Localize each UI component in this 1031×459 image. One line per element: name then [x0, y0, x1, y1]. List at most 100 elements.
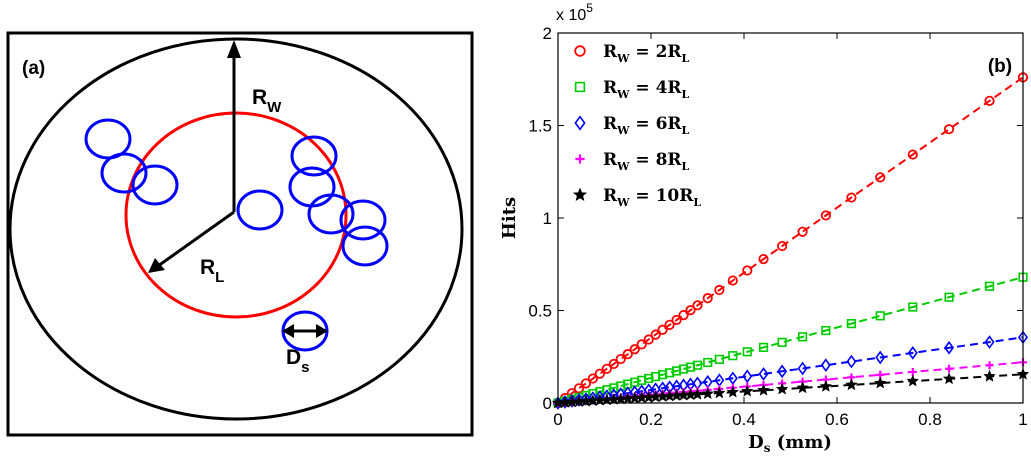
series-line	[557, 76, 1024, 404]
blue-circle	[100, 152, 148, 194]
y-tick-label: 1	[543, 209, 552, 228]
panel-a-frame	[6, 31, 474, 437]
data-point	[821, 325, 831, 336]
data-point	[601, 363, 612, 374]
data-point	[945, 364, 954, 373]
legend-marker	[575, 154, 585, 164]
data-point	[703, 357, 713, 368]
outer-circle	[8, 37, 464, 421]
data-point	[643, 334, 654, 345]
y-tick-label: 0.5	[528, 302, 552, 321]
data-point	[650, 329, 661, 340]
data-point	[944, 340, 955, 355]
blue-circle	[131, 164, 179, 206]
y-axis-label: Hits	[499, 197, 520, 239]
data-point	[657, 324, 668, 335]
ds-arrowhead-right	[316, 324, 328, 338]
data-point	[875, 311, 885, 321]
data-point	[873, 376, 887, 389]
data-point	[777, 364, 788, 379]
data-point	[712, 386, 726, 399]
data-point	[907, 346, 918, 360]
data-point	[587, 373, 598, 384]
blue-circle	[236, 189, 284, 231]
data-point	[692, 360, 703, 370]
data-point	[742, 369, 753, 384]
data-point	[701, 387, 715, 400]
data-point	[702, 293, 713, 304]
data-point	[742, 347, 752, 357]
data-point	[714, 284, 725, 296]
y-tick-label: 0	[543, 394, 552, 413]
data-point	[908, 302, 918, 312]
data-point	[742, 265, 753, 276]
data-point	[629, 344, 640, 355]
data-point	[664, 319, 675, 330]
x-tick-label: 0.2	[639, 410, 663, 429]
rl-arrowhead	[148, 258, 165, 273]
legend-label: RW = 8RL	[603, 150, 690, 173]
data-point	[944, 292, 954, 302]
x-axis-label: Ds (mm)	[748, 432, 832, 455]
axis-ticks: 0 0.2 0.4 0.6 0.8 1 0 0.5 1 1.5 2	[528, 24, 1027, 429]
legend-marker	[574, 115, 586, 131]
data-point	[943, 124, 955, 135]
y-tick-label: 2	[543, 24, 552, 43]
panel-a-label: (a)	[22, 58, 45, 79]
data-point	[796, 381, 809, 394]
data-point	[685, 305, 696, 316]
x-tick-label: 0.6	[825, 410, 849, 429]
data-point	[608, 358, 619, 370]
data-point	[727, 275, 738, 286]
data-point	[819, 379, 833, 392]
rw-arrowhead	[227, 40, 241, 58]
data-point	[907, 149, 918, 160]
data-point	[846, 319, 857, 329]
plot-marks	[551, 72, 1030, 410]
data-point	[757, 383, 770, 396]
y-multiplier: x 105	[556, 1, 593, 24]
data-point	[671, 314, 682, 326]
data-point	[797, 226, 808, 237]
data-point	[714, 354, 724, 364]
blue-circle	[290, 135, 338, 177]
data-point	[580, 378, 592, 389]
data-point	[726, 385, 740, 398]
data-point	[758, 342, 769, 352]
blue-circle	[307, 193, 355, 235]
series-line	[557, 276, 1024, 404]
legend-label: RW = 4RL	[603, 78, 690, 101]
ds-arrowhead-left	[282, 324, 294, 338]
data-point	[615, 353, 626, 365]
data-point	[622, 349, 633, 360]
x-tick-label: 0	[553, 410, 562, 429]
legend-label: RW = 2RL	[603, 42, 690, 65]
data-point	[692, 300, 703, 311]
data-point	[594, 368, 605, 379]
rl-label: RL	[200, 256, 224, 286]
legend-marker	[574, 81, 586, 93]
data-point	[906, 374, 920, 387]
data-point	[875, 350, 886, 365]
data-point	[777, 337, 787, 347]
x-tick-label: 1	[1018, 410, 1027, 429]
panel-a: (a) RW RL Ds	[6, 31, 474, 437]
panel-b-label: (b)	[988, 56, 1012, 77]
rl-arrow	[157, 210, 235, 268]
rw-label: RW	[252, 86, 282, 116]
data-point	[942, 372, 956, 385]
data-point	[740, 384, 754, 397]
data-point	[758, 367, 769, 381]
legend-label: RW = 10RL	[603, 186, 701, 209]
y-tick-label: 1.5	[528, 117, 552, 136]
panel-b: 0 0.2 0.4 0.6 0.8 1 0 0.5 1 1.5 2 x 105 (b) Hits D…	[499, 1, 1030, 455]
legend: RW = 2RL RW = 4RL RW = 6RL RW = 8RL RW = 10R…	[572, 42, 701, 209]
data-point	[775, 382, 789, 395]
data-point	[875, 172, 886, 183]
inner-circle	[124, 111, 348, 319]
ds-label: Ds	[286, 346, 310, 376]
data-point	[777, 240, 788, 252]
legend-marker	[572, 187, 588, 202]
data-point	[846, 354, 857, 369]
